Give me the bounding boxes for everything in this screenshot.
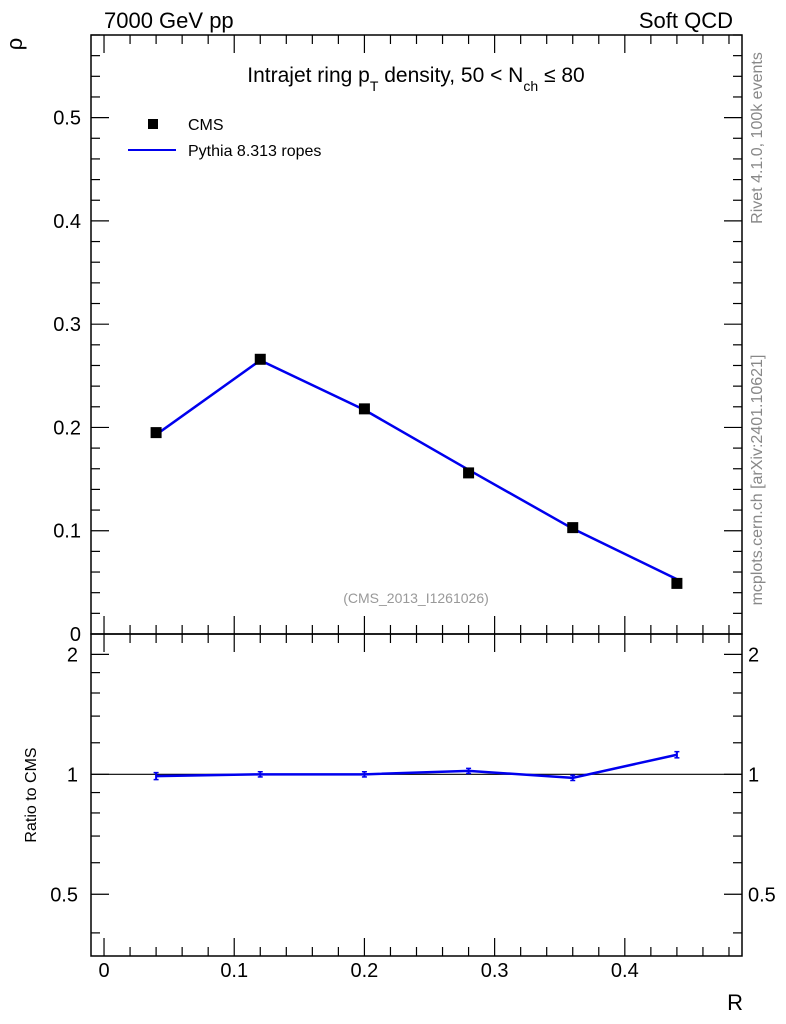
main-tick-labels: 0.1 0.2 0.3 0.4 0.5 0 [53, 108, 81, 646]
ratio-series [91, 750, 742, 782]
legend-marker-cms [148, 119, 158, 129]
x-tick-label: 0.2 [351, 960, 379, 982]
ratio-y-label: Ratio to CMS [23, 747, 40, 842]
rivet-version-text: Rivet 4.1.0, 100k events [749, 52, 766, 224]
cms-data-point [463, 467, 475, 479]
y-tick-label: 0.4 [53, 211, 81, 233]
main-axis-ticks [91, 34, 742, 634]
title-part-b: density, 50 < N [378, 64, 523, 87]
y-tick-label-zero: 0 [70, 624, 81, 646]
ratio-y-tick-label-left: 1 [67, 764, 78, 786]
cms-data-point [671, 577, 683, 589]
cms-data-point [567, 522, 579, 534]
ratio-y-tick-label-right: 1 [748, 764, 759, 786]
pythia-line [155, 358, 678, 581]
ratio-axis-ticks [91, 634, 742, 956]
analysis-watermark: (CMS_2013_I1261026) [343, 590, 489, 606]
ratio-y-tick-label-left: 0.5 [50, 884, 78, 906]
ratio-y-tick-label-right: 0.5 [748, 884, 776, 906]
y-tick-label: 0.1 [53, 521, 81, 543]
x-tick-label: 0.4 [611, 960, 639, 982]
title-sub-ch: ch [523, 78, 538, 94]
ratio-tick-labels: 0 0.1 0.2 0.3 0.4 0.5 0.5 1 1 2 2 [50, 644, 776, 982]
legend-label-pythia: Pythia 8.313 ropes [188, 143, 321, 160]
main-title: Intrajet ring pT density, 50 < Nch ≤ 80 [247, 64, 584, 94]
ratio-y-tick-label-right: 2 [748, 644, 759, 666]
mcplots-text: mcplots.cern.ch [arXiv:2401.10621] [749, 355, 766, 606]
title-part-c: ≤ 80 [538, 64, 585, 87]
cms-data-point [358, 403, 370, 415]
cms-data-point [254, 353, 266, 365]
y-tick-label: 0.3 [53, 314, 81, 336]
ratio-line [156, 753, 678, 780]
x-tick-label: 0.1 [220, 960, 248, 982]
y-tick-label: 0.2 [53, 417, 81, 439]
y-tick-label: 0.5 [53, 108, 81, 130]
title-part-a: Intrajet ring p [247, 64, 370, 87]
header-left: 7000 GeV pp [104, 8, 234, 33]
legend-label-cms: CMS [188, 117, 224, 134]
header-right: Soft QCD [639, 8, 733, 33]
x-axis-label: R [727, 990, 743, 1015]
x-tick-label: 0.3 [481, 960, 509, 982]
x-tick-label: 0 [98, 960, 109, 982]
main-series [150, 353, 683, 589]
cms-data-point [150, 427, 162, 439]
main-y-label: ρ [2, 38, 27, 51]
ratio-y-tick-label-left: 2 [67, 644, 78, 666]
title-sub-t: T [370, 78, 379, 94]
ratio-plot-frame [90, 633, 743, 957]
